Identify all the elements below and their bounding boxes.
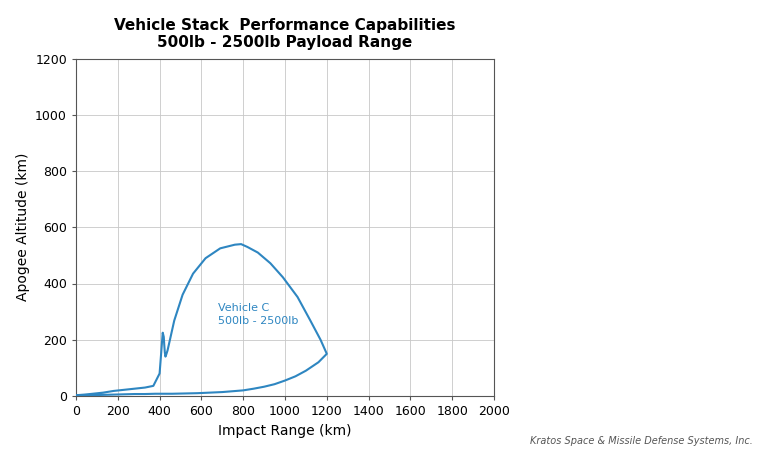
- Text: Kratos Space & Missile Defense Systems, Inc.: Kratos Space & Missile Defense Systems, …: [530, 436, 752, 446]
- Title: Vehicle Stack  Performance Capabilities
500lb - 2500lb Payload Range: Vehicle Stack Performance Capabilities 5…: [114, 18, 456, 50]
- X-axis label: Impact Range (km): Impact Range (km): [218, 423, 352, 437]
- Y-axis label: Apogee Altitude (km): Apogee Altitude (km): [15, 153, 30, 302]
- Text: Vehicle C
500lb - 2500lb: Vehicle C 500lb - 2500lb: [218, 303, 299, 326]
